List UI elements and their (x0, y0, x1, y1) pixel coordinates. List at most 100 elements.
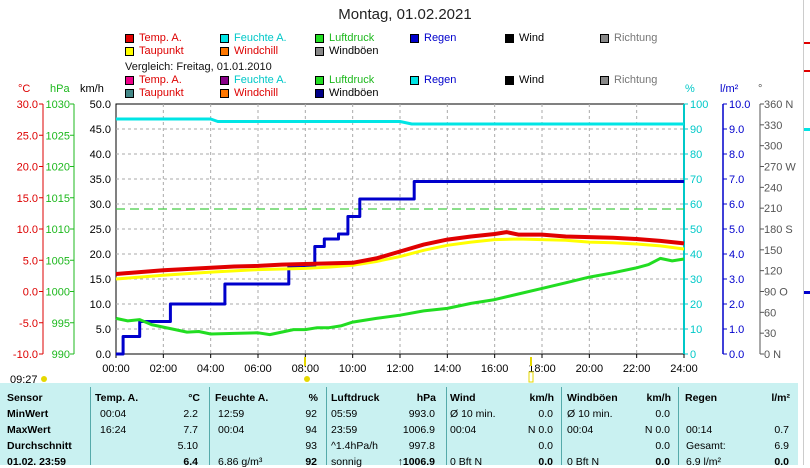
legend-compare-swatch (600, 75, 609, 85)
legend-compare-label: Windböen (329, 87, 379, 99)
x-tick-label: 08:00 (292, 363, 320, 375)
legend-today-swatch (410, 33, 419, 43)
legend-compare-swatch (315, 88, 324, 98)
row-label: MaxWert (7, 424, 51, 436)
legend-compare-label: Taupunkt (139, 87, 184, 99)
stats-table: Sensor Temp. A. °C Feuchte A.% Luftdruck hPa W… (0, 383, 798, 468)
now-dot (304, 376, 310, 382)
temp-axis-tick-label: -10.0 (13, 349, 38, 361)
legend-compare-label: Feuchte A. (234, 74, 287, 86)
x-tick-label: 20:00 (576, 363, 604, 375)
wind-time: 00:04 (450, 424, 477, 436)
temp-axis-tick-label: 15.0 (17, 193, 38, 205)
legend-today-swatch (125, 46, 134, 56)
direction-axis-tick-label: 30 (764, 328, 776, 340)
humidity-axis-tick-label: 20 (690, 299, 702, 311)
legend-compare-item: Taupunkt (125, 87, 184, 99)
temp-time: 16:24 (100, 424, 127, 436)
humidity-time: 00:04 (218, 424, 245, 436)
gust-value: 0.0 (655, 440, 670, 452)
header-pressure: Luftdruck (331, 392, 380, 404)
legend-today-swatch (220, 46, 229, 56)
pressure-time: sonnig (331, 456, 362, 468)
legend-compare-swatch (125, 75, 134, 85)
pressure-value: 1006.9 (402, 424, 435, 436)
temp-value: 5.10 (177, 440, 198, 452)
legend-today-swatch (315, 46, 324, 56)
x-tick-label: 18:00 (528, 363, 556, 375)
x-tick-label: 00:00 (102, 363, 130, 375)
humidity-value: 92 (305, 408, 317, 420)
wind-value: 0.0 (538, 408, 553, 420)
gust-value: 0.0 (655, 408, 670, 420)
wind-time: 0 Bft N (450, 456, 483, 468)
series-line (115, 237, 685, 281)
table-separator (678, 387, 679, 465)
temp-value: 2.2 (183, 408, 198, 420)
humidity-value: 94 (305, 424, 317, 436)
pressure-axis-tick-label: 990 (52, 349, 70, 361)
legend-today-label: Regen (424, 32, 457, 44)
series-line (115, 230, 685, 276)
rain-axis-tick-label: 10.0 (729, 99, 750, 111)
rain-value: 6.9 (774, 440, 789, 452)
row-label: 01.02. 23:59 (7, 456, 66, 468)
rain-axis-tick-label: 1.0 (729, 324, 744, 336)
pressure-axis-tick-label: 1000 (46, 287, 70, 299)
humidity-axis-tick-label: 0 (690, 349, 696, 361)
temp-value: 7.7 (183, 424, 198, 436)
legend-today-item: Temp. A. (125, 32, 182, 44)
header-sensor: Sensor (7, 392, 43, 404)
rain-value: 0.7 (774, 424, 789, 436)
wind-axis-tick-label: 45.0 (90, 124, 111, 136)
pressure-value: ↑1006.9 (397, 456, 435, 468)
legend-today-item: Windböen (315, 45, 379, 57)
pressure-axis-tick-label: 1025 (46, 130, 70, 142)
direction-axis-tick-label: 90 O (764, 287, 788, 299)
legend-compare-item: Feuchte A. (220, 74, 287, 86)
humidity-axis-tick-label: 30 (690, 274, 702, 286)
legend-today-swatch (505, 33, 514, 43)
direction-axis-tick-label: 150 (764, 245, 782, 257)
legend-compare-label: Temp. A. (139, 74, 182, 86)
x-tick-label: 04:00 (197, 363, 225, 375)
pressure-axis-tick-label: 1015 (46, 193, 70, 205)
rain-axis-tick-label: 0.0 (729, 349, 744, 361)
legend-today-swatch (220, 33, 229, 43)
legend-compare-item: Richtung (600, 74, 657, 86)
table-separator (561, 387, 562, 465)
gust-time: 00:04 (567, 424, 594, 436)
header-gust: Windböen (567, 392, 618, 404)
sunset-mark (528, 371, 534, 383)
pressure-axis-tick-label: 1005 (46, 255, 70, 267)
legend-today-item: Regen (410, 32, 456, 44)
x-tick-label: 24:00 (670, 363, 698, 375)
legend-today-item: Feuchte A. (220, 32, 287, 44)
wind-value: 0.0 (538, 456, 553, 468)
legend-compare-label: Windchill (234, 87, 279, 99)
legend-compare-swatch (505, 75, 514, 85)
header-temp: Temp. A. (95, 392, 139, 404)
humidity-axis-tick-label: 90 (690, 124, 702, 136)
legend-compare-swatch (220, 88, 229, 98)
pressure-time: 23:59 (331, 424, 358, 436)
gust-value: 0.0 (655, 456, 670, 468)
humidity-axis-tick-label: 50 (690, 224, 702, 236)
legend-compare-swatch (125, 88, 134, 98)
x-tick-label: 16:00 (481, 363, 509, 375)
temp-axis-tick-label: 0.0 (23, 287, 38, 299)
temp-axis-tick-label: 20.0 (17, 162, 38, 174)
series-line (115, 256, 685, 337)
rain-axis-tick-label: 9.0 (729, 124, 744, 136)
temp-axis-tick-label: 30.0 (17, 99, 38, 111)
legend-today-label: Windchill (234, 45, 279, 57)
legend-today-label: Taupunkt (139, 45, 184, 57)
legend-compare-item: Temp. A. (125, 74, 182, 86)
rain-unit: l/m² (720, 83, 739, 95)
header-humidity: Feuchte A. (215, 392, 269, 404)
humidity-axis-tick-label: 40 (690, 249, 702, 261)
legend-compare-label: Richtung (614, 74, 658, 86)
temp-time: 00:04 (100, 408, 127, 420)
gust-time: 0 Bft N (567, 456, 600, 468)
legend-today-label: Wind (519, 32, 545, 44)
